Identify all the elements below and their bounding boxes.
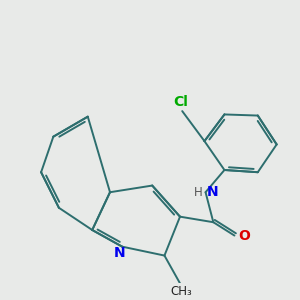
Text: O: O [238, 229, 250, 243]
Text: Cl: Cl [173, 95, 188, 110]
Text: H: H [194, 186, 203, 199]
Text: N: N [207, 185, 219, 199]
Text: N: N [114, 246, 125, 260]
Text: CH₃: CH₃ [171, 285, 193, 298]
